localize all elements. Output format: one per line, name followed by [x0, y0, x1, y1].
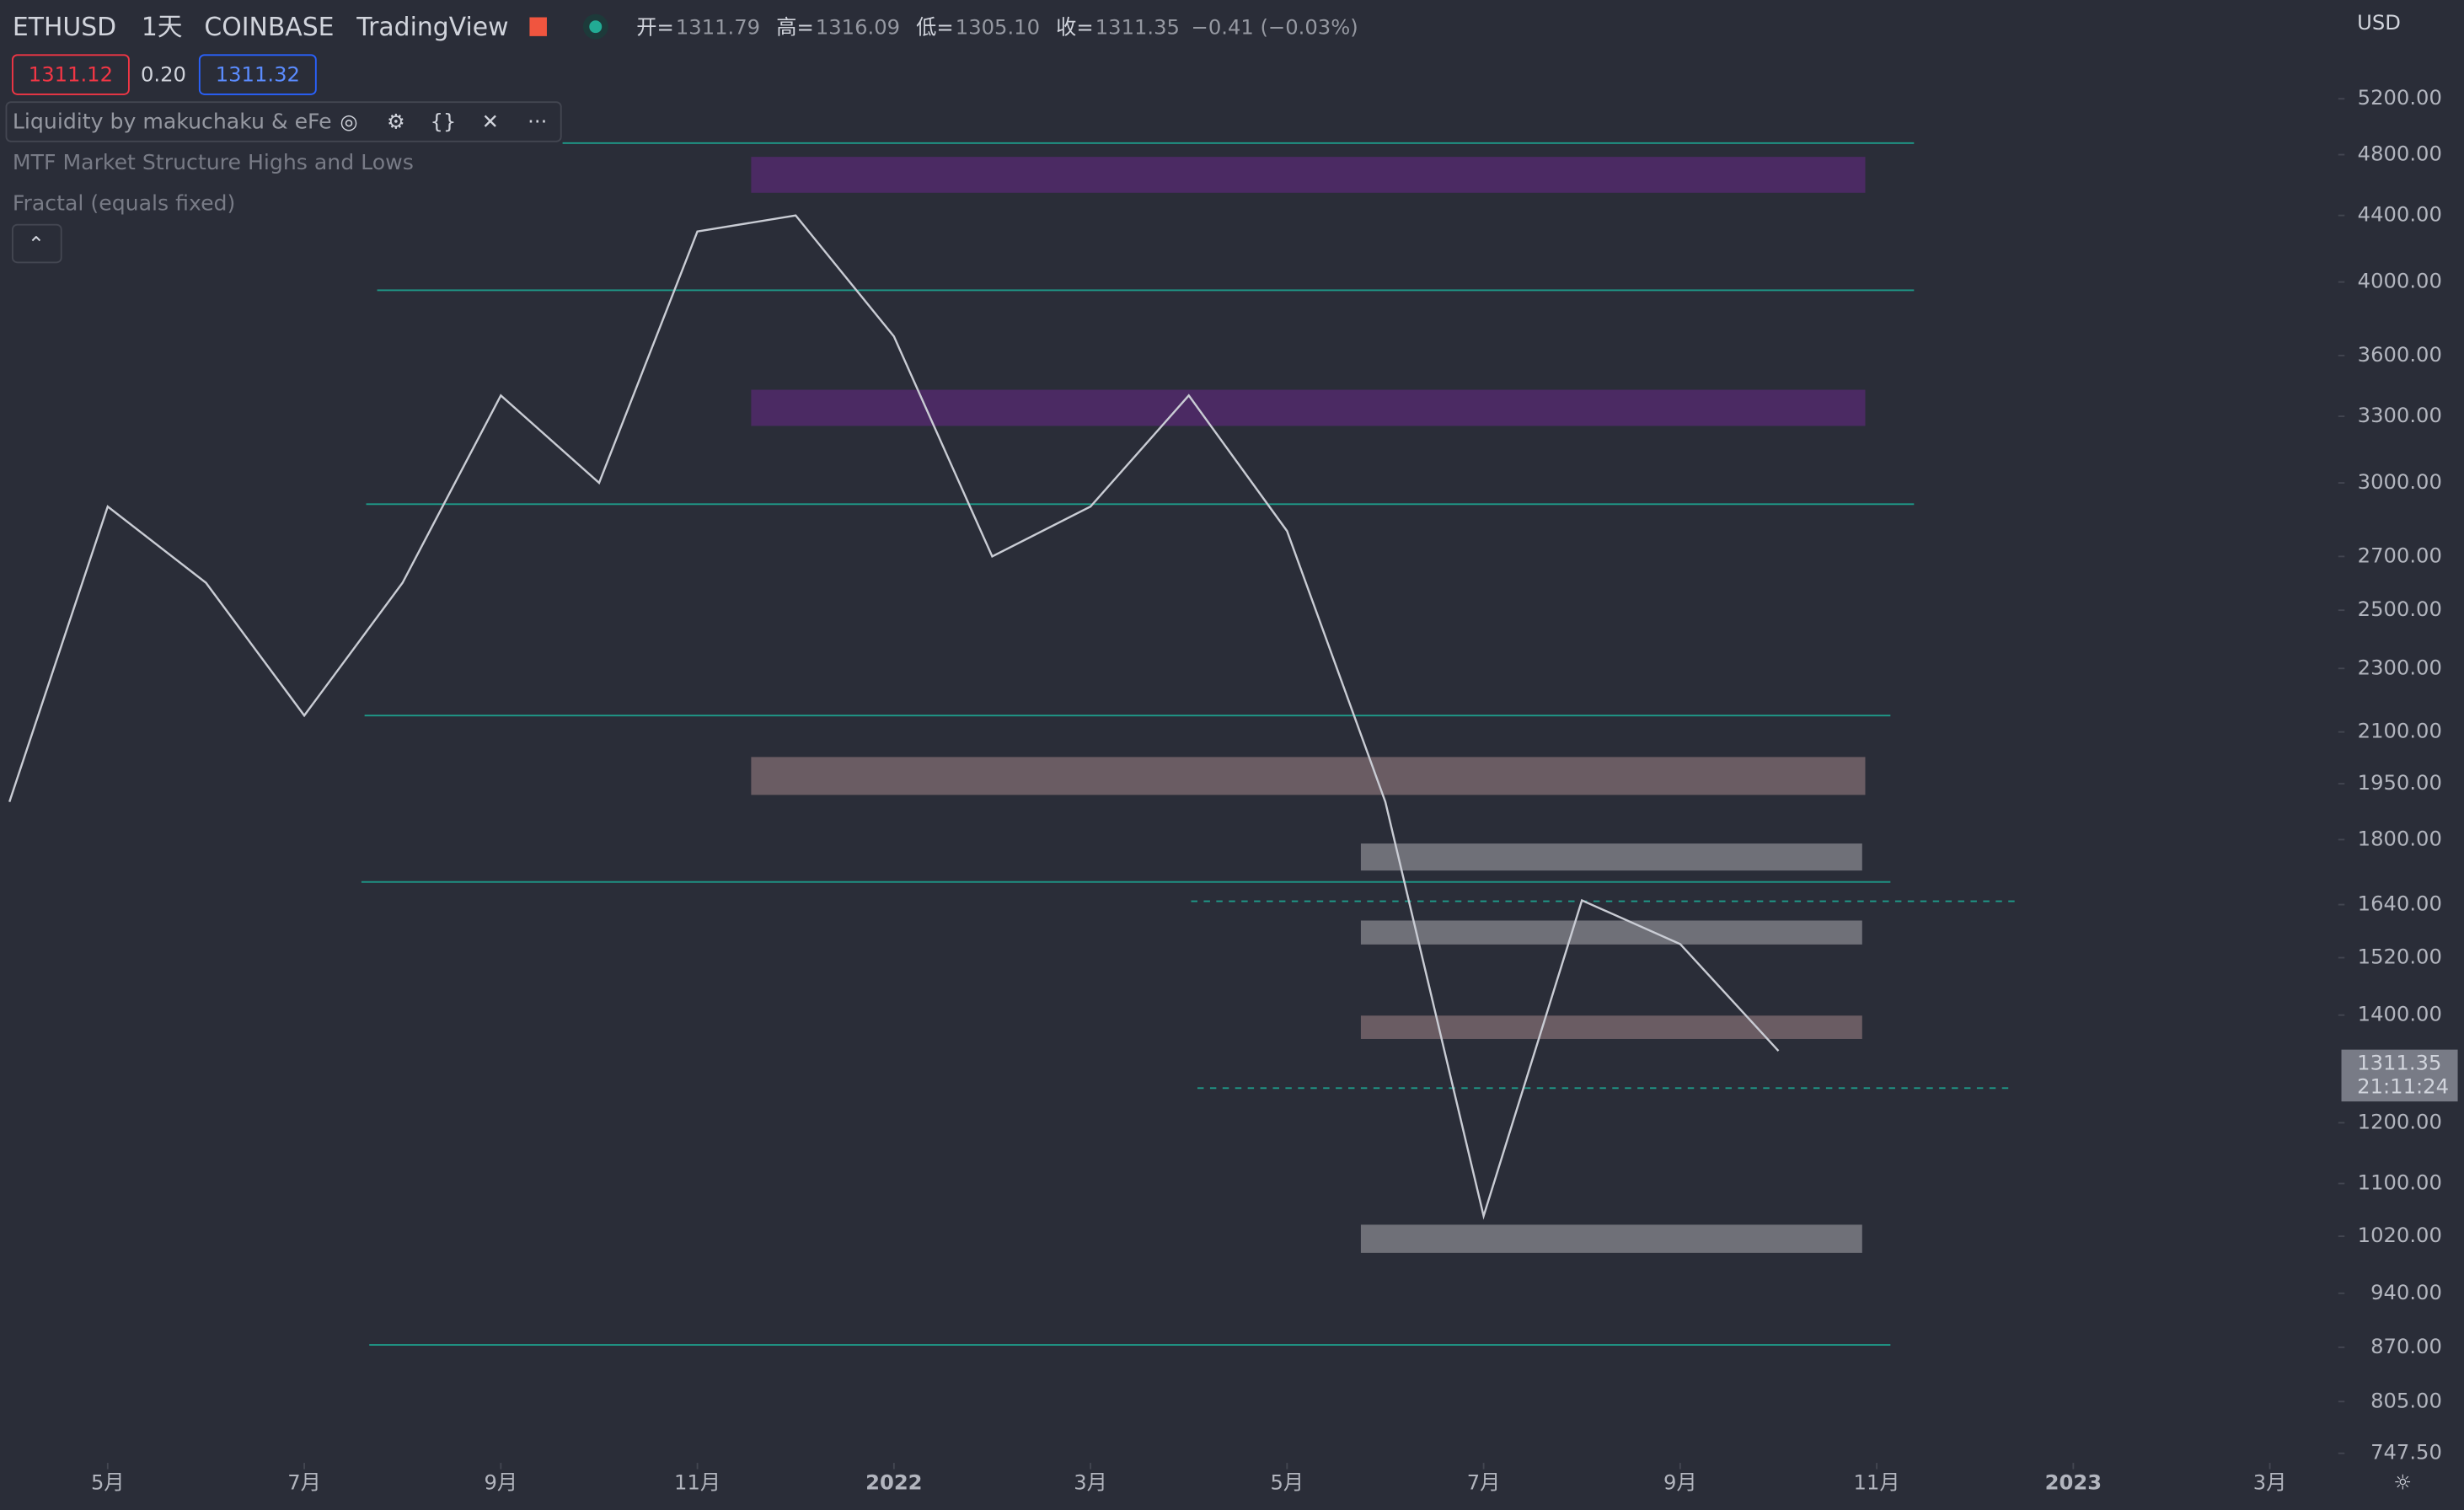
y-tick-label: 2300.00: [2358, 655, 2442, 679]
symbol[interactable]: ETHUSD: [13, 13, 116, 42]
exchange: COINBASE: [204, 13, 334, 42]
settings-icon[interactable]: ⚙: [387, 109, 405, 133]
ohlc-value: 1305.10: [956, 15, 1040, 40]
countdown: 21:11:24: [2357, 1074, 2449, 1098]
zone: [1360, 920, 1862, 945]
ask-box[interactable]: [198, 54, 317, 95]
x-tick-label: 3月: [1074, 1470, 1107, 1494]
y-tick-label: 4800.00: [2358, 142, 2442, 166]
ohlc-label: 开=: [636, 15, 674, 40]
x-tick-label: 5月: [91, 1470, 125, 1494]
zone: [751, 389, 1866, 426]
x-tick-label: 5月: [1271, 1470, 1304, 1494]
x-tick-label: 7月: [287, 1470, 321, 1494]
x-tick-label: 7月: [1467, 1470, 1501, 1494]
collapse-icon[interactable]: ⌃: [28, 232, 45, 256]
ohlc-value: 1311.35: [1095, 15, 1180, 40]
last-price: 1311.35: [2357, 1050, 2441, 1074]
x-tick-label: 2023: [2045, 1470, 2102, 1494]
price-axis: 5200.00 4800.00 4400.00 4000.00 3600.00 3300.…: [2338, 85, 2442, 1464]
bid-box[interactable]: [11, 54, 130, 95]
x-tick-label: 11月: [1854, 1470, 1900, 1494]
price-label-box: [2341, 1049, 2458, 1102]
interval[interactable]: 1天: [142, 13, 183, 42]
y-tick-label: 3000.00: [2358, 469, 2442, 494]
y-tick-label: 1520.00: [2358, 945, 2442, 969]
y-tick-label: 4400.00: [2358, 202, 2442, 227]
zone: [1360, 1224, 1862, 1253]
zone: [1360, 843, 1862, 871]
change: −0.41 (−0.03%): [1192, 15, 1358, 40]
x-tick-label: 9月: [484, 1470, 517, 1494]
ohlc-value: 1316.09: [816, 15, 900, 40]
indicator[interactable]: Fractal (equals fixed): [13, 190, 235, 215]
indicator[interactable]: Liquidity by makuchaku & eFe: [13, 109, 332, 133]
x-tick-label: 11月: [674, 1470, 720, 1494]
flag[interactable]: [529, 17, 547, 36]
indicator-bar: [5, 101, 562, 142]
y-tick-label: 1400.00: [2358, 1002, 2442, 1026]
settings-icon[interactable]: ☼: [2393, 1470, 2412, 1494]
y-tick-label: 1100.00: [2358, 1170, 2442, 1195]
y-tick-label: 2100.00: [2358, 719, 2442, 743]
spread: 0.20: [141, 62, 186, 87]
x-tick-label: 9月: [1663, 1470, 1697, 1494]
ask[interactable]: 1311.32: [216, 62, 300, 87]
zone: [751, 757, 1866, 795]
time-axis: 5月 7月 9月 11月 2022 3月 5月 7月 9月 11月 2023 3月: [91, 1463, 2286, 1494]
currency[interactable]: USD: [2357, 10, 2401, 35]
ohlc-label: 收=: [1056, 15, 1094, 40]
y-tick-label: 4000.00: [2358, 269, 2442, 293]
zone: [1360, 1015, 1862, 1039]
y-tick-label: 805.00: [2370, 1388, 2442, 1412]
more-icon[interactable]: ···: [528, 109, 547, 133]
y-tick-label: 1950.00: [2358, 770, 2442, 795]
price-line: [8, 214, 1780, 1220]
hide-icon[interactable]: ◎: [340, 109, 357, 133]
y-tick-label: 747.50: [2370, 1440, 2442, 1464]
zone: [751, 157, 1866, 193]
x-tick-label: 3月: [2253, 1470, 2287, 1494]
y-tick-label: 940.00: [2370, 1280, 2442, 1304]
close-icon[interactable]: ✕: [482, 109, 499, 133]
y-tick-label: 2500.00: [2358, 597, 2442, 621]
ohlc-label: 低=: [916, 15, 954, 40]
y-tick-label: 870.00: [2370, 1334, 2442, 1358]
y-tick-label: 1200.00: [2358, 1109, 2442, 1133]
y-tick-label: 2700.00: [2358, 543, 2442, 567]
ohlc: 开= 1311.79 高= 1316.09 低= 1305.10 收= 1311.35 −0.4…: [636, 15, 1358, 40]
y-tick-label: 1640.00: [2358, 892, 2442, 916]
y-tick-label: 1020.00: [2358, 1223, 2442, 1247]
y-tick-label: 3600.00: [2358, 342, 2442, 367]
y-tick-label: 3300.00: [2358, 403, 2442, 427]
status-dot: [589, 20, 603, 34]
ohlc-value: 1311.79: [676, 15, 760, 40]
bid[interactable]: 1311.12: [29, 62, 113, 87]
x-tick-label: 2022: [865, 1470, 922, 1494]
y-tick-label: 1800.00: [2358, 826, 2442, 850]
y-tick-label: 5200.00: [2358, 85, 2442, 110]
plot: [8, 142, 2017, 1347]
indicator[interactable]: MTF Market Structure Highs and Lows: [13, 150, 414, 174]
collapse-button[interactable]: [11, 223, 62, 264]
source: TradingView: [356, 13, 508, 42]
ohlc-label: 高=: [776, 15, 814, 40]
source-icon[interactable]: {}: [430, 109, 456, 133]
